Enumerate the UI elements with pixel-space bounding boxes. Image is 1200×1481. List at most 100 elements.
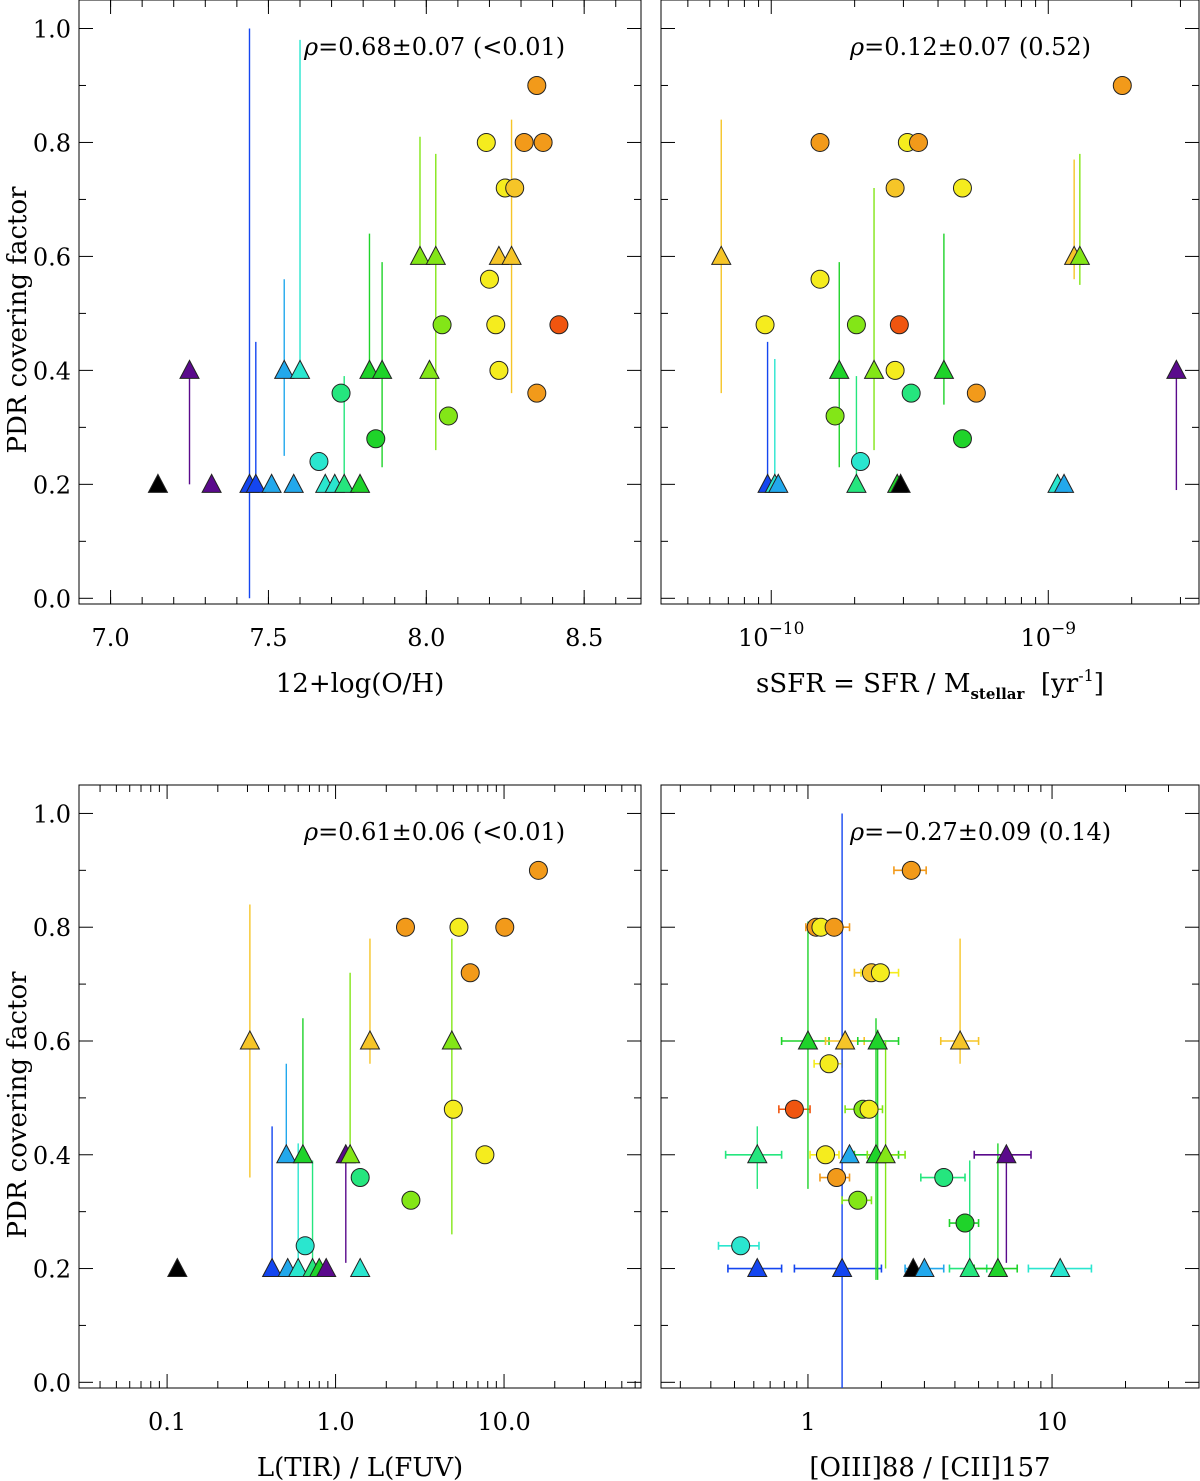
data-point-circle <box>819 1054 839 1074</box>
data-point-triangle <box>834 1029 856 1050</box>
panel-oiii-cii-vs-pdr: 1 10 [OIII]88 / [CII]157 ρ=−0.27±0.09 (0.14… <box>660 784 1200 1481</box>
y-axis-label-top: PDR covering factor <box>3 186 33 454</box>
x-tick-label: 10.0 <box>477 1408 530 1436</box>
data-point-triangle <box>1166 359 1187 379</box>
data-point-circle <box>901 383 921 403</box>
correlation-annotation: ρ=0.12±0.07 (0.52) <box>849 33 1091 61</box>
y-tick-label: 0.6 <box>33 243 71 271</box>
y-tick-label: 1.0 <box>33 15 71 43</box>
data-point-circle <box>475 1145 495 1165</box>
data-point-triangle <box>797 1029 819 1050</box>
data-point-circle <box>851 452 871 472</box>
data-point-triangle <box>289 359 311 379</box>
data-point-circle <box>486 315 506 335</box>
y-axis-label-bottom: PDR covering factor <box>3 971 33 1239</box>
x-tick-label: 8.5 <box>565 624 603 652</box>
data-point-triangle <box>867 1029 888 1050</box>
correlation-annotation: ρ=−0.27±0.09 (0.14) <box>849 818 1111 846</box>
data-point-triangle <box>767 473 789 493</box>
data-point-circle <box>395 917 415 937</box>
data-point-circle <box>350 1168 370 1188</box>
data-point-triangle <box>1069 245 1091 265</box>
data-point-triangle <box>875 1143 896 1164</box>
data-point-circle <box>489 360 509 380</box>
data-point-circle <box>934 1168 954 1188</box>
y-tick-label: 0.0 <box>33 585 71 613</box>
data-point-circle <box>527 75 547 95</box>
data-point-circle <box>438 406 458 426</box>
data-point-circle <box>908 132 928 152</box>
data-point-triangle <box>201 473 222 493</box>
data-point-triangle <box>275 1143 297 1164</box>
data-point-triangle <box>245 473 267 493</box>
correlation-annotation: ρ=0.68±0.07 (<0.01) <box>303 33 565 61</box>
x-tick-label: 7.0 <box>91 624 129 652</box>
data-point-triangle <box>996 1143 1017 1164</box>
data-point-triangle <box>710 245 732 265</box>
data-point-triangle <box>501 245 522 265</box>
y-tick-label: 0.6 <box>33 1028 71 1056</box>
data-point-circle <box>309 452 329 472</box>
data-point-triangle <box>987 1257 1009 1278</box>
data-point-triangle <box>933 359 955 379</box>
data-point-circle <box>731 1236 751 1256</box>
data-point-triangle <box>273 359 295 379</box>
data-point-circle <box>966 383 986 403</box>
data-point-triangle <box>261 473 282 493</box>
panel-oh-vs-pdr: 0.0 0.2 0.4 0.6 0.8 1.0 7.0 7.5 8.0 8.5 12+log(O/H… <box>33 0 642 699</box>
data-point-triangle <box>239 1029 261 1050</box>
data-point-triangle <box>147 473 169 493</box>
data-point-circle <box>443 1099 463 1119</box>
data-point-circle <box>870 963 890 983</box>
data-point-triangle <box>914 1257 935 1278</box>
data-points <box>147 28 569 599</box>
data-point-circle <box>825 406 845 426</box>
data-point-triangle <box>949 1029 971 1050</box>
data-point-triangle <box>1053 473 1075 493</box>
data-point-circle <box>476 132 496 152</box>
y-tick-label: 1.0 <box>33 800 71 828</box>
x-tick-label: 10−10 <box>738 619 804 652</box>
data-point-circle <box>846 315 866 335</box>
data-point-triangle <box>846 473 867 493</box>
x-axis-label: L(TIR) / L(FUV) <box>257 1453 463 1481</box>
data-point-triangle <box>746 1257 768 1278</box>
data-point-circle <box>827 1168 847 1188</box>
correlation-annotation: ρ=0.61±0.06 (<0.01) <box>303 818 565 846</box>
data-point-circle <box>432 315 452 335</box>
y-tick-label: 0.4 <box>33 1142 71 1170</box>
x-tick-label: 1.0 <box>316 1408 354 1436</box>
data-point-circle <box>755 315 775 335</box>
plot-frame <box>660 0 1200 605</box>
data-point-circle <box>331 383 351 403</box>
data-point-triangle <box>333 473 355 493</box>
data-point-circle <box>901 860 921 880</box>
data-point-circle <box>952 178 972 198</box>
data-point-circle <box>460 963 480 983</box>
x-tick-label: 10−9 <box>1020 619 1076 652</box>
data-points <box>166 860 548 1278</box>
data-point-triangle <box>746 1143 768 1164</box>
data-point-circle <box>885 360 905 380</box>
data-point-circle <box>366 429 386 449</box>
x-tick-label: 10 <box>1037 1408 1068 1436</box>
plot-frame <box>78 0 642 605</box>
data-point-circle <box>1112 75 1132 95</box>
data-point-circle <box>848 1190 868 1210</box>
data-point-triangle <box>292 1143 314 1164</box>
x-tick-label: 7.5 <box>249 624 287 652</box>
x-axis-label: [OIII]88 / [CII]157 <box>809 1453 1050 1481</box>
data-point-triangle <box>315 1257 337 1278</box>
data-point-triangle <box>359 1029 381 1050</box>
data-point-triangle <box>425 245 447 265</box>
data-point-circle <box>514 132 534 152</box>
data-point-circle <box>784 1099 804 1119</box>
y-tick-label: 0.8 <box>33 914 71 942</box>
data-point-triangle <box>349 473 371 493</box>
panel-tir-fuv-vs-pdr: 0.0 0.2 0.4 0.6 0.8 1.0 0.1 1.0 10.0 L(TIR) / L(F… <box>33 784 642 1481</box>
plot-frame <box>660 784 1200 1389</box>
data-point-triangle <box>419 359 440 379</box>
x-axis-label: 12+log(O/H) <box>276 669 445 699</box>
data-point-circle <box>295 1236 315 1256</box>
